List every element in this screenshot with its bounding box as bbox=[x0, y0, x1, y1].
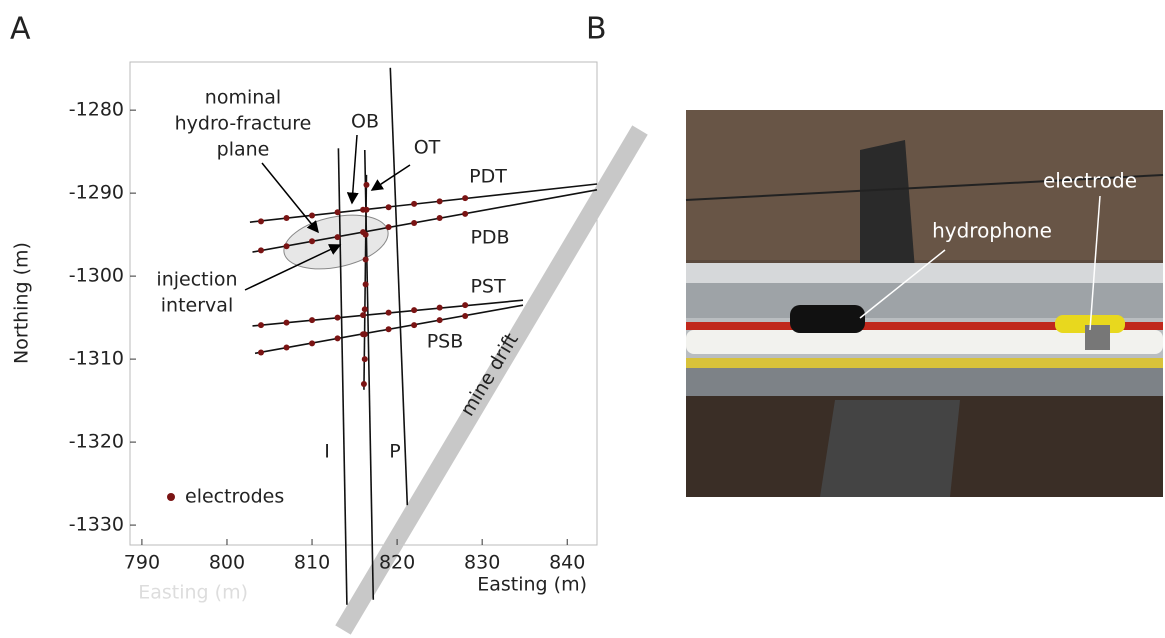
borehole-label: OB bbox=[351, 111, 379, 133]
borehole-label: P bbox=[389, 441, 400, 463]
electrode bbox=[385, 309, 392, 316]
borehole-label: PSB bbox=[427, 331, 464, 353]
electrode bbox=[334, 209, 341, 216]
electrode bbox=[436, 215, 443, 222]
electrode bbox=[436, 304, 443, 311]
x-axis-title-faded: Easting (m) bbox=[138, 582, 248, 604]
electrode bbox=[257, 218, 264, 225]
panel-letter: B bbox=[586, 12, 607, 47]
borehole-label: I bbox=[324, 441, 330, 463]
annotation: plane bbox=[217, 139, 270, 161]
x-tick-label: 790 bbox=[124, 552, 160, 574]
mine-drift bbox=[335, 125, 648, 635]
electrode bbox=[411, 220, 418, 226]
electrode bbox=[462, 312, 469, 319]
electrode bbox=[309, 212, 316, 219]
electrode bbox=[361, 356, 368, 363]
y-tick-label: -1300 bbox=[69, 265, 124, 287]
annotation: nominal bbox=[205, 87, 281, 109]
electrode bbox=[283, 215, 290, 222]
borehole-label: PST bbox=[470, 276, 506, 298]
electrode bbox=[360, 381, 367, 387]
electrode bbox=[385, 204, 392, 211]
y-tick-label: -1330 bbox=[69, 514, 124, 536]
electrode bbox=[411, 307, 418, 314]
electrode bbox=[411, 200, 418, 207]
borehole bbox=[337, 148, 348, 605]
electrode bbox=[360, 312, 367, 319]
electrode bbox=[436, 198, 443, 205]
borehole bbox=[249, 183, 598, 223]
y-axis-title: Northing (m) bbox=[11, 242, 33, 364]
annotation: interval bbox=[161, 295, 233, 317]
x-tick-label: 810 bbox=[294, 552, 330, 574]
x-axis-title: Easting (m) bbox=[477, 574, 587, 596]
electrode bbox=[283, 344, 290, 351]
electrode bbox=[257, 349, 264, 356]
electrode bbox=[283, 243, 290, 250]
electrode bbox=[309, 340, 316, 347]
electrode bbox=[362, 281, 369, 288]
annotation: injection bbox=[156, 269, 237, 291]
panel-letter: A bbox=[10, 12, 31, 47]
electrode bbox=[257, 247, 264, 254]
electrode bbox=[283, 319, 290, 326]
borehole bbox=[389, 67, 409, 506]
y-tick-label: -1290 bbox=[69, 182, 124, 204]
electrode bbox=[363, 206, 370, 213]
borehole-label: PDB bbox=[470, 227, 509, 249]
electrode bbox=[385, 224, 392, 231]
x-tick-label: 840 bbox=[549, 552, 585, 574]
electrode bbox=[411, 322, 418, 329]
electrode bbox=[334, 234, 341, 241]
y-tick-label: -1280 bbox=[69, 99, 124, 121]
electrode bbox=[334, 314, 341, 321]
photo bbox=[685, 110, 1164, 497]
photo-label: electrode bbox=[1043, 169, 1137, 193]
electrode bbox=[361, 306, 368, 313]
x-tick-label: 830 bbox=[464, 552, 500, 574]
electrode bbox=[361, 331, 368, 338]
legend-label: electrodes bbox=[185, 486, 284, 508]
electrode bbox=[436, 317, 443, 324]
electrode bbox=[385, 326, 392, 333]
x-tick-label: 800 bbox=[209, 552, 245, 574]
electrode bbox=[462, 210, 469, 217]
plot-area bbox=[129, 61, 598, 546]
photo-arrows bbox=[859, 195, 1101, 331]
borehole-label: OT bbox=[414, 137, 441, 159]
y-tick-label: -1320 bbox=[69, 431, 124, 453]
electrode bbox=[462, 195, 469, 202]
electrode bbox=[257, 322, 264, 329]
electrode bbox=[334, 335, 341, 342]
y-tick-label: -1310 bbox=[69, 348, 124, 370]
annotation: hydro-fracture bbox=[175, 113, 312, 135]
borehole-label: PDT bbox=[469, 166, 507, 188]
x-tick-label: 820 bbox=[379, 552, 415, 574]
electrode bbox=[462, 302, 469, 309]
arrows bbox=[244, 134, 411, 291]
electrode bbox=[309, 317, 316, 324]
electrode bbox=[362, 231, 369, 238]
photo-label: hydrophone bbox=[932, 219, 1052, 243]
legend-marker bbox=[167, 493, 175, 501]
electrode bbox=[362, 256, 369, 263]
electrode bbox=[363, 181, 370, 188]
electrode bbox=[309, 238, 316, 245]
